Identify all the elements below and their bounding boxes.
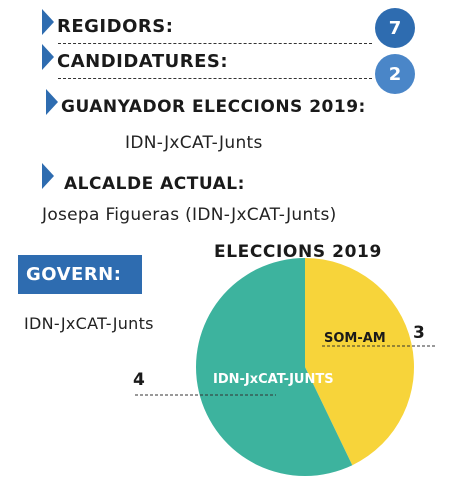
regidors-bullet-icon bbox=[42, 9, 54, 35]
slice-label-idn-jxcat-junts: IDN-JxCAT-JUNTS bbox=[213, 372, 334, 387]
slice-value-idn-jxcat-junts: 4 bbox=[133, 370, 145, 390]
alcalde-value: Josepa Figueras (IDN-JxCAT-Junts) bbox=[42, 205, 337, 225]
guanyador-label: GUANYADOR ELECCIONS 2019: bbox=[61, 97, 366, 117]
govern-label: GOVERN: bbox=[18, 255, 142, 294]
regidors-dotted-leader bbox=[58, 43, 372, 44]
regidors-label: REGIDORS: bbox=[57, 16, 174, 37]
slice-label-som-am: SOM-AM bbox=[324, 331, 386, 346]
pie-slice-som-am bbox=[305, 258, 414, 466]
pie-slice-idn-jxcat-junts bbox=[195, 258, 353, 477]
guanyador-value: IDN-JxCAT-Junts bbox=[125, 133, 263, 153]
slice-value-som-am: 3 bbox=[413, 323, 425, 343]
alcalde-bullet-icon bbox=[42, 163, 54, 189]
chart-title: ELECCIONS 2019 bbox=[214, 242, 382, 262]
regidors-count-badge: 7 bbox=[375, 8, 415, 48]
candidatures-label: CANDIDATURES: bbox=[57, 51, 229, 72]
candidatures-count-badge: 2 bbox=[375, 54, 415, 94]
guanyador-bullet-icon bbox=[46, 89, 58, 115]
candidatures-dotted-leader bbox=[58, 78, 372, 79]
alcalde-label: ALCALDE ACTUAL: bbox=[64, 174, 245, 194]
candidatures-bullet-icon bbox=[42, 44, 54, 70]
govern-value: IDN-JxCAT-Junts bbox=[24, 314, 154, 333]
